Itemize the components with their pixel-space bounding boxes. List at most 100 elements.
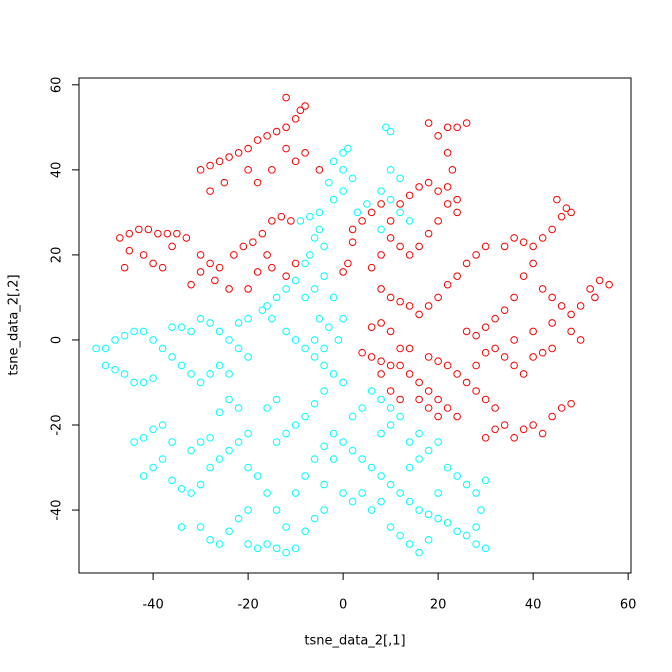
point (538, 429, 547, 438)
point (415, 310, 423, 319)
point (605, 280, 613, 289)
point (358, 455, 366, 463)
point (396, 242, 404, 251)
point (272, 127, 281, 136)
point (548, 344, 556, 353)
point (462, 259, 471, 268)
point (443, 149, 452, 157)
point (443, 404, 452, 412)
point (244, 429, 252, 438)
point (424, 387, 433, 395)
point (434, 412, 442, 421)
x-tick-label: 40 (525, 598, 542, 613)
point (434, 357, 442, 366)
point (149, 374, 157, 383)
point (377, 225, 385, 234)
point (386, 523, 395, 531)
point (377, 187, 385, 195)
point (443, 123, 452, 132)
point (481, 395, 490, 404)
point (396, 174, 404, 183)
x-tick-label: 60 (620, 598, 637, 613)
point (472, 387, 480, 395)
point (339, 166, 347, 174)
point (344, 259, 352, 268)
point (263, 404, 271, 412)
point (310, 336, 319, 344)
point (239, 242, 248, 251)
point (282, 272, 290, 280)
point (320, 242, 328, 251)
point (567, 310, 575, 319)
point (282, 429, 290, 438)
point (144, 225, 153, 234)
point (225, 285, 233, 293)
point (510, 433, 518, 442)
point (301, 259, 309, 268)
point (358, 404, 366, 412)
point (244, 540, 252, 548)
x-tick-label: -20 (237, 598, 258, 613)
point (291, 157, 300, 166)
point (116, 234, 124, 242)
point (139, 472, 148, 480)
point (329, 455, 338, 463)
point (367, 387, 376, 395)
point (396, 297, 404, 306)
point (491, 425, 499, 434)
point (268, 217, 276, 225)
point (320, 344, 328, 353)
point (149, 259, 157, 268)
point (125, 229, 134, 238)
point (329, 195, 338, 204)
point (382, 123, 390, 132)
point (405, 463, 414, 472)
point (481, 348, 490, 357)
point (358, 348, 366, 357)
point (591, 293, 599, 302)
point (215, 157, 224, 166)
point (258, 229, 267, 238)
point (315, 208, 324, 217)
point (234, 438, 243, 446)
point (348, 238, 357, 246)
point (244, 144, 252, 153)
point (472, 540, 480, 548)
point (282, 548, 290, 557)
point (367, 208, 376, 217)
point (396, 200, 404, 208)
point (234, 404, 243, 412)
point (462, 119, 471, 127)
point (462, 531, 471, 540)
point (557, 212, 566, 221)
point (576, 302, 585, 310)
point (562, 204, 571, 212)
point (291, 489, 300, 497)
point (320, 480, 328, 489)
point (519, 425, 528, 434)
point (500, 353, 509, 361)
point (424, 119, 433, 127)
point (206, 370, 214, 378)
point (415, 378, 423, 387)
point (325, 323, 333, 332)
point (472, 489, 480, 497)
point (481, 242, 490, 251)
point (149, 463, 157, 472)
point (325, 178, 333, 187)
point (301, 344, 309, 353)
point (367, 463, 376, 472)
point (548, 225, 556, 234)
point (310, 234, 319, 242)
point (301, 412, 309, 421)
point (225, 336, 233, 344)
point (405, 251, 414, 259)
point (453, 472, 461, 480)
point (472, 251, 480, 259)
point (367, 506, 376, 514)
point (230, 251, 238, 259)
point (510, 293, 518, 302)
point (386, 234, 395, 242)
point (353, 208, 362, 217)
point (348, 497, 357, 506)
